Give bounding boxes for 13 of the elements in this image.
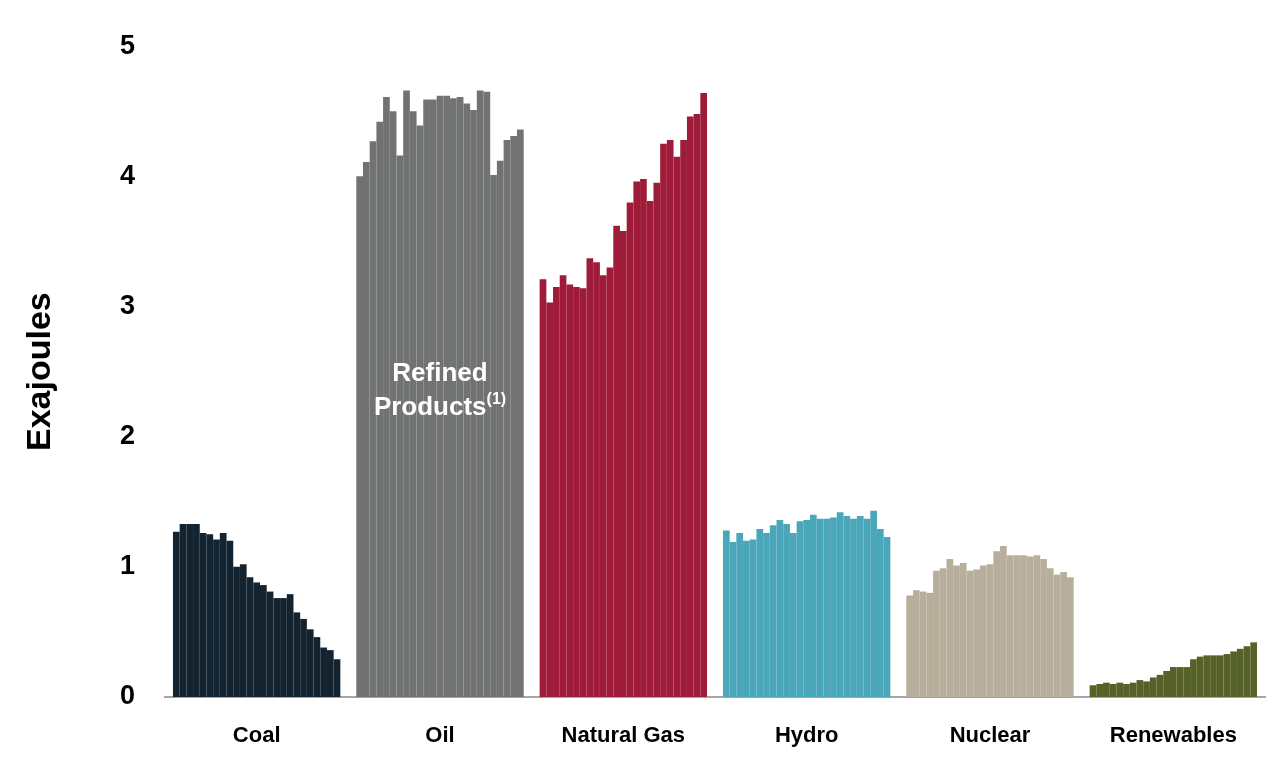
y-axis-title: Exajoules <box>18 292 57 451</box>
x-tick-label: Renewables <box>1109 722 1237 748</box>
y-tick-label: 1 <box>119 550 135 581</box>
x-tick-label: Oil <box>425 722 455 748</box>
x-tick-label: Nuclear <box>949 722 1031 748</box>
x-tick-label: Hydro <box>774 722 839 748</box>
y-tick-label: 4 <box>119 159 135 190</box>
x-tick-label: Coal <box>232 722 281 748</box>
y-tick-label: 0 <box>119 680 135 711</box>
y-tick-label: 2 <box>119 420 135 451</box>
y-tick-label: 5 <box>119 29 135 60</box>
x-tick-label: Natural Gas <box>561 722 686 748</box>
y-tick-label: 3 <box>119 289 135 320</box>
